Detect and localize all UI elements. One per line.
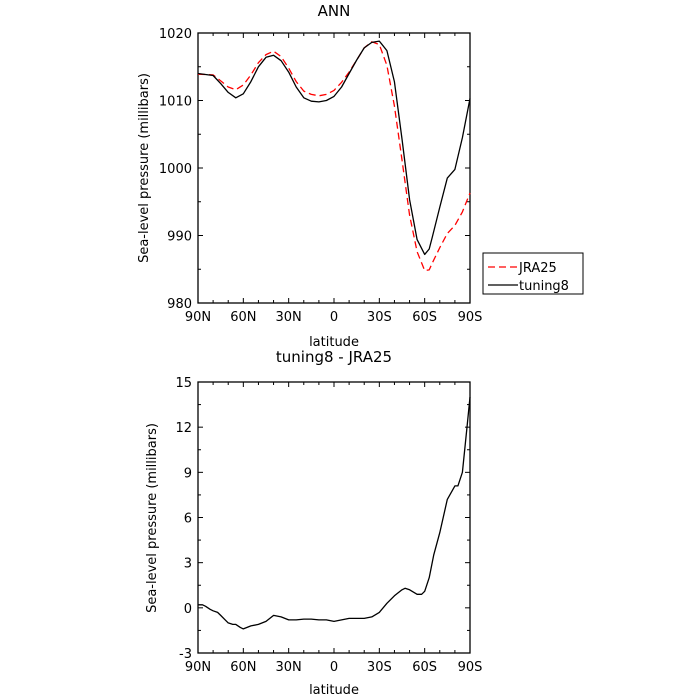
top-chart-x-tick-label: 90S xyxy=(458,310,483,325)
bottom-chart-y-tick-label: 6 xyxy=(184,512,192,527)
top-chart-y-axis-label: Sea-level pressure (millibars) xyxy=(137,73,152,263)
top-chart-x-tick-label: 30N xyxy=(276,310,302,325)
bottom-chart-x-tick-label: 90S xyxy=(458,660,483,675)
top-chart-y-tick-label: 990 xyxy=(167,230,192,245)
legend-box xyxy=(482,252,584,295)
top-chart-y-tick-label: 1000 xyxy=(159,162,192,177)
top-chart-frame xyxy=(197,32,471,304)
bottom-chart-x-axis-label: latitude xyxy=(309,683,359,698)
bottom-chart-x-tick-label: 30N xyxy=(276,660,302,675)
bottom-chart: tuning8 - JRA25 Sea-level pressure (mill… xyxy=(145,348,482,698)
bottom-chart-y-tick-label: 9 xyxy=(184,466,192,481)
top-chart-y-tick-label: 980 xyxy=(167,297,192,312)
top-chart-y-tick-label: 1010 xyxy=(159,95,192,110)
top-chart-series-jra25-line xyxy=(197,41,471,272)
top-chart-plot-area: 90N 60N 30N 0 30S 60S 90S 980 990 1000 1010 1020 xyxy=(159,27,482,325)
legend-label-jra25: JRA25 xyxy=(518,261,557,276)
legend-label-tuning8: tuning8 xyxy=(519,279,569,294)
bottom-chart-x-tick-label: 30S xyxy=(367,660,392,675)
bottom-chart-series-difference-line xyxy=(198,397,471,630)
bottom-chart-frame xyxy=(197,381,471,654)
bottom-chart-x-tick-label: 0 xyxy=(330,660,338,675)
bottom-chart-x-tick-label: 60S xyxy=(412,660,437,675)
top-chart-x-tick-label: 30S xyxy=(367,310,392,325)
bottom-chart-y-tick-label: 3 xyxy=(184,557,192,572)
top-chart: ANN Sea-level pressure (millibars) latit… xyxy=(137,2,584,350)
top-chart-y-tick-label: 1020 xyxy=(159,27,192,42)
top-chart-x-tick-label: 60N xyxy=(230,310,256,325)
top-chart-x-tick-label: 90N xyxy=(185,310,211,325)
top-chart-x-tick-label: 0 xyxy=(330,310,338,325)
bottom-chart-plot-area: 90N 60N 30N 0 30S 60S 90S -3 0 3 6 9 12 15 xyxy=(175,376,482,675)
bottom-chart-y-tick-label: 12 xyxy=(175,421,192,436)
bottom-chart-y-tick-label: -3 xyxy=(179,647,192,662)
top-chart-x-tick-label: 60S xyxy=(412,310,437,325)
bottom-chart-x-tick-label: 60N xyxy=(230,660,256,675)
bottom-chart-y-tick-label: 15 xyxy=(175,376,192,391)
top-chart-series-tuning8-line xyxy=(197,40,471,256)
bottom-chart-x-tick-label: 90N xyxy=(185,660,211,675)
top-chart-title: ANN xyxy=(318,2,351,20)
bottom-chart-y-tick-label: 0 xyxy=(184,602,192,617)
bottom-chart-y-axis-label: Sea-level pressure (millibars) xyxy=(145,423,160,613)
bottom-chart-title: tuning8 - JRA25 xyxy=(276,348,392,366)
top-chart-x-axis-label: latitude xyxy=(309,335,359,350)
top-chart-legend: JRA25 tuning8 xyxy=(482,252,584,295)
